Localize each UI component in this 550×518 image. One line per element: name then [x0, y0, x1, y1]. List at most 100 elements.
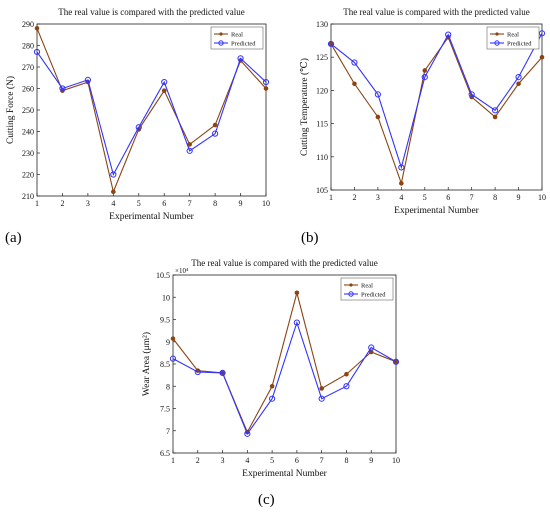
y-tick-label: 9.5 — [160, 316, 170, 325]
x-tick-label: 1 — [35, 199, 39, 208]
data-point-real — [294, 290, 300, 296]
x-axis-label: Experimental Number — [109, 212, 195, 222]
data-point-predicted — [161, 78, 168, 86]
x-tick-label: 7 — [320, 456, 324, 465]
data-point-predicted — [445, 31, 452, 38]
x-axis-label: Experimental Number — [394, 206, 480, 216]
legend-label: Predicted — [507, 41, 532, 48]
x-tick-label: 2 — [196, 456, 200, 465]
legend-marker — [348, 291, 354, 297]
data-point-real — [352, 81, 357, 87]
data-point-real — [422, 68, 428, 73]
y-tick-label: 8 — [166, 382, 170, 391]
x-tick-label: 8 — [493, 193, 497, 202]
x-tick-label: 6 — [162, 199, 166, 208]
series-line-predicted — [330, 33, 543, 170]
y-tick-label: 280 — [22, 42, 34, 51]
y-tick-label: 210 — [22, 192, 34, 201]
x-axis-label: Experimental Number — [242, 469, 328, 479]
data-point-predicted — [421, 74, 428, 81]
y-tick-label: 8.5 — [160, 360, 170, 369]
x-tick-label: 6 — [295, 456, 299, 465]
series-line-real — [36, 28, 267, 194]
legend-marker — [218, 40, 224, 46]
chart-2: The real value is compared with the pred… — [299, 7, 546, 216]
panel-label-c: (c) — [258, 492, 275, 508]
data-point-real — [111, 189, 116, 194]
chart-title: The real value is compared with the pred… — [191, 258, 377, 268]
data-point-real — [368, 349, 374, 355]
y-axis-label: Wear Area (μm²) — [141, 332, 152, 396]
series-line-real — [172, 290, 397, 434]
x-tick-label: 5 — [423, 193, 427, 202]
y-tick-label: 260 — [22, 85, 34, 94]
legend-marker — [495, 32, 499, 36]
legend-label: Predicted — [361, 292, 386, 299]
series-line-predicted — [36, 51, 267, 176]
legend-marker — [494, 40, 500, 46]
x-tick-label: 9 — [369, 456, 373, 465]
x-tick-label: 10 — [262, 199, 270, 208]
panel-label-a: (a) — [5, 230, 22, 246]
x-tick-label: 4 — [111, 199, 115, 208]
data-point-real — [212, 122, 218, 128]
data-point-predicted — [262, 78, 270, 86]
legend-label: Predicted — [231, 41, 256, 48]
legend-label: Real — [231, 32, 243, 39]
data-point-predicted — [293, 319, 300, 326]
legend-marker — [219, 32, 223, 36]
data-point-predicted — [186, 147, 193, 154]
data-point-predicted — [269, 395, 276, 402]
data-point-predicted — [398, 164, 405, 171]
y-tick-label: 240 — [22, 128, 34, 137]
chart-title: The real value is compared with the pred… — [343, 7, 529, 17]
plot-area — [330, 23, 543, 191]
x-tick-label: 3 — [221, 456, 225, 465]
data-point-predicted — [327, 40, 335, 48]
y-tick-label: 110 — [316, 153, 328, 162]
y-tick-label: 105 — [316, 186, 328, 195]
data-point-predicted — [318, 395, 325, 402]
legend-marker — [349, 283, 353, 287]
y-tick-label: 290 — [22, 20, 34, 29]
y-tick-label: 250 — [22, 106, 34, 115]
x-tick-label: 4 — [399, 193, 403, 202]
x-tick-label: 2 — [352, 193, 356, 202]
chart-title: The real value is compared with the pred… — [58, 7, 244, 17]
data-point-predicted — [538, 30, 546, 37]
legend: Real Predicted — [210, 26, 264, 50]
data-point-predicted — [212, 130, 219, 137]
x-tick-label: 7 — [188, 199, 192, 208]
y-tick-label: 9 — [166, 338, 170, 347]
data-point-real — [539, 54, 545, 60]
data-point-real — [319, 386, 324, 391]
y-axis-label: Cutting Temperature (℃) — [299, 58, 310, 156]
legend-label: Real — [361, 283, 373, 290]
data-point-predicted — [244, 430, 251, 437]
data-point-real — [34, 26, 40, 31]
panel-label-b: (b) — [301, 230, 319, 246]
series-line-real — [330, 36, 543, 186]
x-tick-label: 9 — [517, 193, 521, 202]
data-point-real — [344, 371, 349, 377]
chart-3: The real value is compared with the pred… — [141, 258, 400, 479]
y-tick-label: 220 — [22, 171, 34, 180]
legend-label: Real — [507, 32, 519, 39]
x-tick-label: 9 — [239, 199, 243, 208]
data-point-predicted — [343, 383, 350, 390]
x-tick-label: 2 — [60, 199, 64, 208]
chart-1: The real value is compared with the pred… — [5, 7, 270, 222]
data-point-predicted — [110, 171, 117, 178]
y-tick-label: 7 — [166, 427, 170, 436]
data-point-predicted — [392, 358, 400, 365]
x-tick-label: 6 — [446, 193, 450, 202]
y-tick-label: 125 — [316, 53, 328, 62]
data-point-real — [263, 86, 269, 91]
y-tick-label: 6.5 — [160, 449, 170, 458]
legend: Real Predicted — [486, 26, 540, 50]
y-tick-label: 10.5 — [156, 271, 170, 280]
data-point-real — [399, 181, 404, 186]
data-point-real — [492, 114, 498, 120]
